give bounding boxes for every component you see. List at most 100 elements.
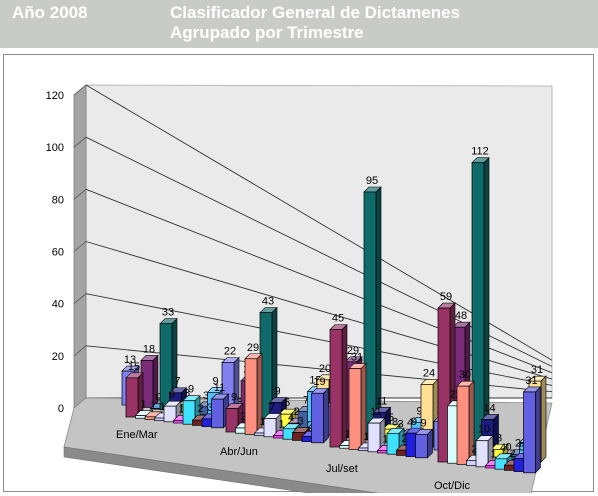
data-label: 18 <box>143 343 155 355</box>
data-label: 1 <box>178 403 184 415</box>
data-label: 11 <box>370 406 381 418</box>
gridline-side <box>73 136 87 148</box>
data-label: 30 <box>459 369 471 381</box>
data-label: 1 <box>259 416 265 428</box>
gridline-side <box>73 189 87 200</box>
data-label: 2 <box>197 403 203 415</box>
data-label: 15 <box>128 361 140 373</box>
data-label: 14 <box>483 402 495 414</box>
data-label: 11 <box>214 382 225 394</box>
data-label: 7 <box>269 402 275 414</box>
data-label: 1 <box>363 431 369 443</box>
bar <box>311 392 324 444</box>
data-label: 3 <box>297 416 303 428</box>
data-label: 13 <box>124 354 136 366</box>
data-label: 20 <box>319 363 331 375</box>
data-label: 33 <box>162 307 174 319</box>
data-label: 5 <box>519 442 525 454</box>
bar <box>437 307 451 463</box>
data-label: 3 <box>496 432 502 444</box>
data-label: 2 <box>471 443 477 455</box>
data-label: 1 <box>140 399 146 411</box>
data-label: 9 <box>231 392 237 404</box>
data-label: 5 <box>284 397 290 409</box>
data-label: 9 <box>411 416 417 428</box>
data-label: 9 <box>188 384 194 396</box>
data-label: 4 <box>407 417 413 429</box>
y-tick-label: 120 <box>46 90 64 102</box>
floor-front-edge <box>63 446 379 493</box>
data-label: 3 <box>236 396 242 408</box>
data-label: 10 <box>478 424 490 436</box>
bar <box>456 385 470 465</box>
data-label: 24 <box>423 367 435 379</box>
chart-frame: 0204060801001201301803373139022316143952… <box>3 54 594 493</box>
y-tick-label: 40 <box>52 299 64 311</box>
x-tick-label: Abr/Jun <box>220 446 258 458</box>
bar <box>125 377 139 418</box>
report-subtitle: Agrupado por Trimestre <box>170 23 364 42</box>
data-label: 2 <box>307 419 313 431</box>
data-label: 29 <box>247 342 259 354</box>
data-label: 31 <box>351 352 363 364</box>
y-tick-label: 60 <box>52 247 64 259</box>
gridline-side <box>73 345 87 357</box>
data-label: 2 <box>509 448 515 460</box>
data-label: 1 <box>150 400 156 412</box>
y-tick-label: 80 <box>52 194 64 206</box>
data-label: 9 <box>416 405 422 417</box>
data-label: 43 <box>262 296 274 308</box>
data-label: 7 <box>174 376 180 388</box>
bar-side <box>540 375 547 463</box>
chart-3d-bar: 0204060801001201301803373139022316143952… <box>46 84 553 493</box>
data-label: 22 <box>224 346 236 358</box>
data-label: 0 <box>505 441 511 453</box>
data-label: 0 <box>155 392 161 404</box>
data-label: 3 <box>184 387 190 399</box>
bar <box>263 418 277 438</box>
data-label: 31 <box>531 364 543 376</box>
data-label: 1 <box>490 448 496 460</box>
bar <box>329 329 343 448</box>
year-label: Año 2008 <box>12 3 88 22</box>
bar <box>523 391 536 474</box>
data-label: 48 <box>455 310 467 322</box>
x-tick-label: Jul/set <box>326 463 358 475</box>
bar <box>225 408 239 433</box>
bar-side <box>535 386 541 474</box>
data-label: 11 <box>376 395 387 407</box>
data-label: 2 <box>240 411 246 423</box>
data-label: 45 <box>332 313 344 325</box>
bar-side <box>427 428 433 459</box>
bar-side <box>323 387 329 444</box>
data-label: 1 <box>344 429 350 441</box>
gridline-side <box>73 293 87 304</box>
gridline-side <box>73 84 87 96</box>
data-label: 2 <box>401 433 407 445</box>
bar <box>386 432 400 455</box>
x-tick-label: Ene/Mar <box>116 429 158 441</box>
data-label: 3 <box>397 419 403 431</box>
data-label: 5 <box>388 412 394 424</box>
gridline-side <box>73 241 87 252</box>
data-label: 3 <box>207 402 213 414</box>
report-title: Clasificador General de Dictamenes <box>170 3 461 22</box>
data-label: 1 <box>159 401 165 413</box>
data-label: 112 <box>471 146 489 158</box>
bar <box>367 422 381 453</box>
data-label: 1 <box>382 433 388 445</box>
data-label: 4 <box>500 442 506 454</box>
data-label: 4 <box>288 412 294 424</box>
y-tick-label: 0 <box>58 403 64 415</box>
data-label: 1 <box>278 418 284 430</box>
data-label: 19 <box>313 376 325 388</box>
bar <box>348 368 362 450</box>
bar <box>244 358 258 435</box>
data-label: 6 <box>169 389 175 401</box>
x-tick-label: Oct/Dic <box>434 480 471 492</box>
bar <box>475 440 489 468</box>
bar <box>211 398 224 429</box>
data-label: 8 <box>392 416 398 428</box>
data-label: 29 <box>347 345 359 357</box>
data-label: 2 <box>515 437 521 449</box>
